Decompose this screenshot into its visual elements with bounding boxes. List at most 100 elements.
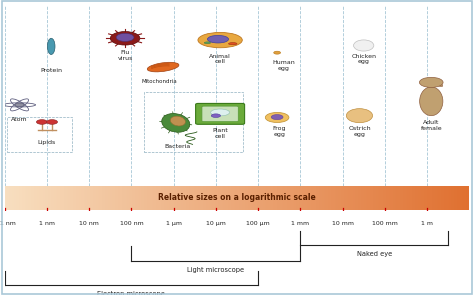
Bar	[201, 186, 203, 210]
Bar	[253, 186, 254, 210]
Bar	[337, 186, 339, 210]
Bar	[347, 186, 348, 210]
Bar	[169, 186, 171, 210]
Bar	[22, 186, 23, 210]
Bar	[135, 186, 137, 210]
Text: 100 nm: 100 nm	[119, 221, 143, 226]
Ellipse shape	[210, 109, 229, 116]
Bar	[178, 186, 180, 210]
Bar	[395, 186, 396, 210]
Bar	[71, 186, 73, 210]
Bar	[180, 186, 181, 210]
Bar	[12, 186, 14, 210]
Bar	[53, 186, 55, 210]
Bar	[353, 186, 355, 210]
Bar	[70, 186, 71, 210]
Ellipse shape	[346, 109, 373, 123]
Bar	[242, 186, 243, 210]
Bar	[82, 186, 84, 210]
Bar	[324, 186, 325, 210]
Bar	[318, 186, 319, 210]
Bar	[17, 186, 18, 210]
Bar	[313, 186, 314, 210]
Bar	[42, 186, 44, 210]
Bar	[412, 186, 413, 210]
Bar	[383, 186, 384, 210]
Bar	[219, 186, 220, 210]
Bar	[237, 186, 238, 210]
Bar	[46, 186, 48, 210]
Bar	[18, 186, 20, 210]
Bar	[398, 186, 400, 210]
Text: Adult
female: Adult female	[420, 120, 442, 131]
Bar	[209, 186, 210, 210]
Bar	[158, 186, 160, 210]
Bar	[259, 186, 260, 210]
Bar	[154, 186, 155, 210]
Bar	[8, 186, 9, 210]
Bar	[348, 186, 350, 210]
Bar	[243, 186, 245, 210]
Bar	[311, 186, 313, 210]
Bar	[128, 186, 130, 210]
Bar	[137, 186, 138, 210]
Bar	[27, 186, 28, 210]
Circle shape	[36, 120, 47, 124]
Bar	[234, 186, 236, 210]
Ellipse shape	[204, 42, 210, 44]
Bar	[308, 186, 310, 210]
Bar	[232, 186, 234, 210]
Bar	[11, 186, 12, 210]
Bar	[161, 186, 163, 210]
Bar	[437, 186, 438, 210]
Bar	[20, 186, 22, 210]
Bar	[127, 186, 128, 210]
Bar	[342, 186, 344, 210]
Text: Frog
egg: Frog egg	[273, 127, 286, 137]
Bar	[417, 186, 418, 210]
Bar	[104, 186, 105, 210]
Bar	[393, 186, 395, 210]
Bar	[156, 186, 158, 210]
Ellipse shape	[208, 35, 228, 43]
Bar	[189, 186, 191, 210]
Bar	[451, 186, 452, 210]
Bar	[268, 186, 270, 210]
Bar	[294, 186, 296, 210]
Bar	[61, 186, 62, 210]
Bar	[133, 186, 135, 210]
Bar	[146, 186, 147, 210]
Bar	[210, 186, 212, 210]
Bar	[228, 186, 229, 210]
Bar	[93, 186, 94, 210]
Bar	[434, 186, 435, 210]
Bar	[299, 186, 301, 210]
Bar	[226, 186, 228, 210]
Bar	[238, 186, 240, 210]
Text: Relative sizes on a logarithmic scale: Relative sizes on a logarithmic scale	[158, 194, 316, 202]
Text: 10 μm: 10 μm	[206, 221, 226, 226]
Bar	[415, 186, 417, 210]
Bar	[245, 186, 246, 210]
Bar	[327, 186, 328, 210]
Bar	[335, 186, 336, 210]
Bar	[74, 186, 76, 210]
Bar	[419, 186, 421, 210]
Bar	[116, 186, 118, 210]
Bar	[110, 186, 111, 210]
Bar	[231, 186, 232, 210]
Bar	[45, 186, 46, 210]
Bar	[440, 186, 441, 210]
Bar	[187, 186, 189, 210]
Bar	[65, 186, 67, 210]
Bar	[214, 186, 215, 210]
Bar	[36, 186, 37, 210]
Bar	[430, 186, 432, 210]
Bar	[84, 186, 85, 210]
Bar	[16, 186, 17, 210]
Bar	[220, 186, 221, 210]
Bar	[192, 186, 194, 210]
Bar	[339, 186, 341, 210]
Bar	[251, 186, 253, 210]
Text: 10 mm: 10 mm	[332, 221, 354, 226]
